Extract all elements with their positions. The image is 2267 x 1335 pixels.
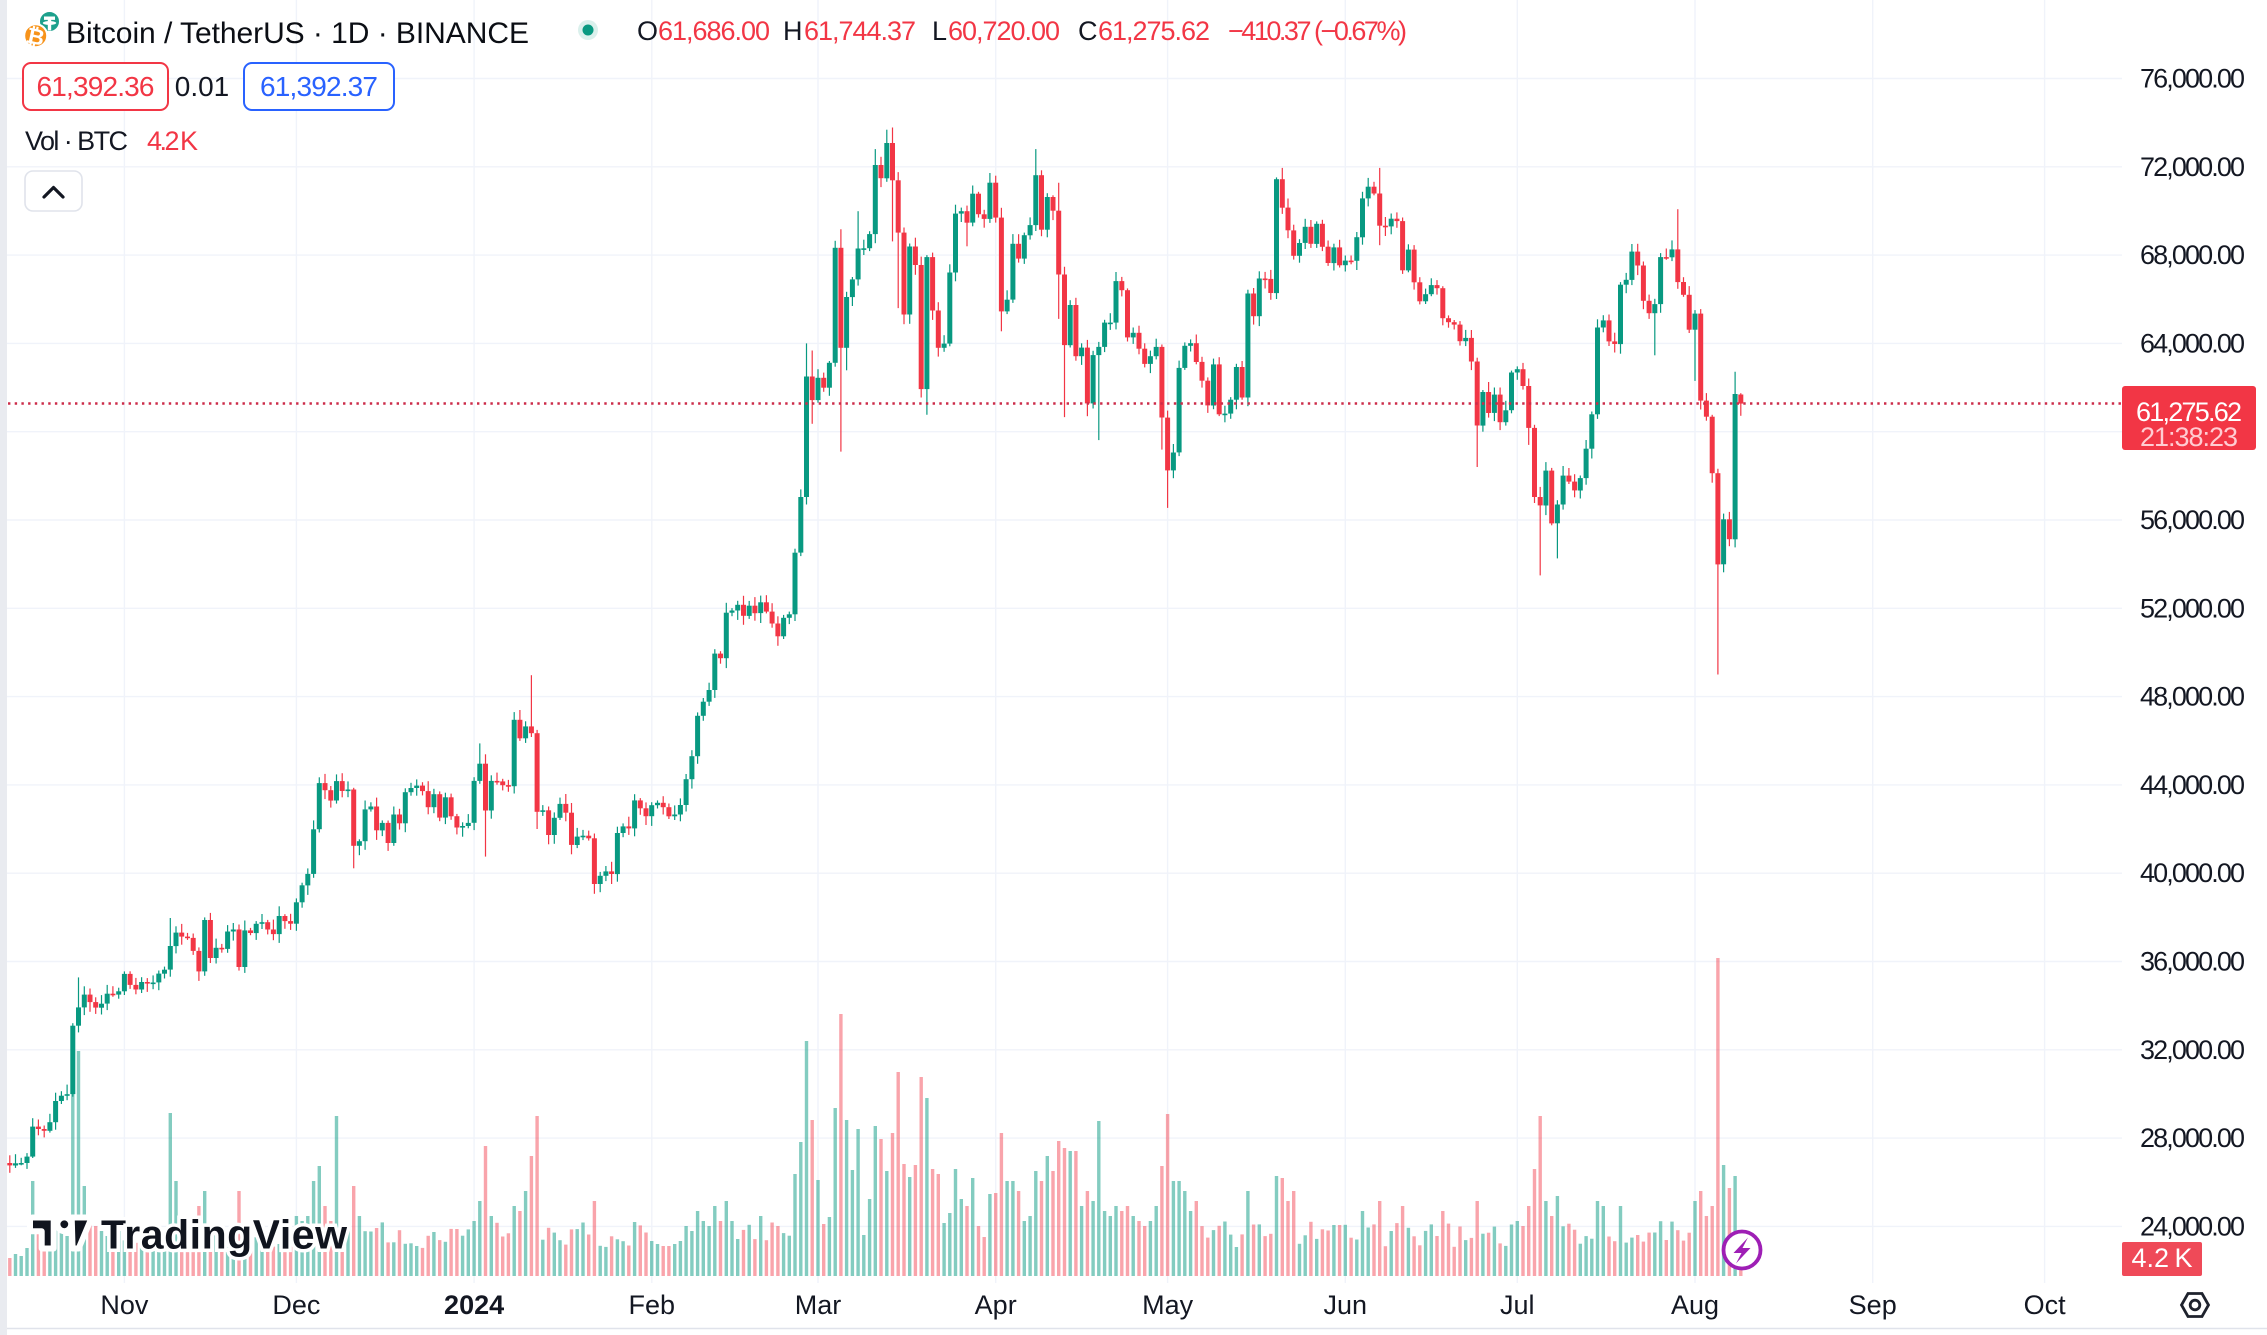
- svg-text:56,000.00: 56,000.00: [2140, 505, 2245, 535]
- svg-text:Sep: Sep: [1849, 1290, 1897, 1320]
- svg-text:Aug: Aug: [1671, 1290, 1719, 1320]
- svg-text:Bitcoin / TetherUS · 1D · BINA: Bitcoin / TetherUS · 1D · BINANCE: [66, 17, 529, 50]
- svg-text:Oct: Oct: [2024, 1290, 2067, 1320]
- svg-text:76,000.00: 76,000.00: [2140, 64, 2245, 94]
- svg-text:61,275.62: 61,275.62: [1098, 16, 1210, 46]
- svg-text:32,000.00: 32,000.00: [2140, 1035, 2245, 1065]
- svg-text:36,000.00: 36,000.00: [2140, 947, 2245, 977]
- svg-text:C: C: [1078, 16, 1098, 46]
- svg-text:Mar: Mar: [795, 1290, 842, 1320]
- svg-text:52,000.00: 52,000.00: [2140, 593, 2245, 623]
- svg-text:Vol · BTC: Vol · BTC: [25, 126, 128, 156]
- svg-text:64,000.00: 64,000.00: [2140, 328, 2245, 358]
- svg-text:Nov: Nov: [100, 1290, 149, 1320]
- svg-text:40,000.00: 40,000.00: [2140, 858, 2245, 888]
- svg-text:₿: ₿: [24, 23, 47, 51]
- svg-text:Jul: Jul: [1500, 1290, 1535, 1320]
- svg-text:4.2 K: 4.2 K: [2132, 1243, 2193, 1273]
- svg-text:4.2 K: 4.2 K: [147, 126, 198, 156]
- svg-text:68,000.00: 68,000.00: [2140, 240, 2245, 270]
- svg-text:61,392.36: 61,392.36: [37, 71, 155, 102]
- svg-text:61,686.00: 61,686.00: [658, 16, 770, 46]
- svg-text:May: May: [1142, 1290, 1194, 1320]
- svg-text:44,000.00: 44,000.00: [2140, 770, 2245, 800]
- svg-text:TradingView: TradingView: [101, 1212, 347, 1258]
- svg-text:O: O: [637, 16, 658, 46]
- svg-text:61,392.37: 61,392.37: [260, 71, 378, 102]
- svg-text:48,000.00: 48,000.00: [2140, 682, 2245, 712]
- svg-text:21:38:23: 21:38:23: [2140, 422, 2238, 452]
- svg-text:28,000.00: 28,000.00: [2140, 1123, 2245, 1153]
- svg-text:H: H: [783, 16, 803, 46]
- svg-text:−410.37 (−0.67%): −410.37 (−0.67%): [1228, 16, 1407, 46]
- svg-text:Jun: Jun: [1324, 1290, 1368, 1320]
- svg-text:2024: 2024: [444, 1290, 504, 1320]
- svg-text:61,744.37: 61,744.37: [804, 16, 916, 46]
- svg-text:61,275.62: 61,275.62: [2136, 397, 2242, 427]
- svg-text:24,000.00: 24,000.00: [2140, 1211, 2245, 1241]
- svg-text:L: L: [932, 16, 947, 46]
- svg-text:Feb: Feb: [629, 1290, 676, 1320]
- svg-text:0.01: 0.01: [175, 71, 230, 102]
- svg-text:60,720.00: 60,720.00: [948, 16, 1060, 46]
- svg-text:Dec: Dec: [272, 1290, 320, 1320]
- svg-text:72,000.00: 72,000.00: [2140, 152, 2245, 182]
- svg-text:Apr: Apr: [975, 1290, 1017, 1320]
